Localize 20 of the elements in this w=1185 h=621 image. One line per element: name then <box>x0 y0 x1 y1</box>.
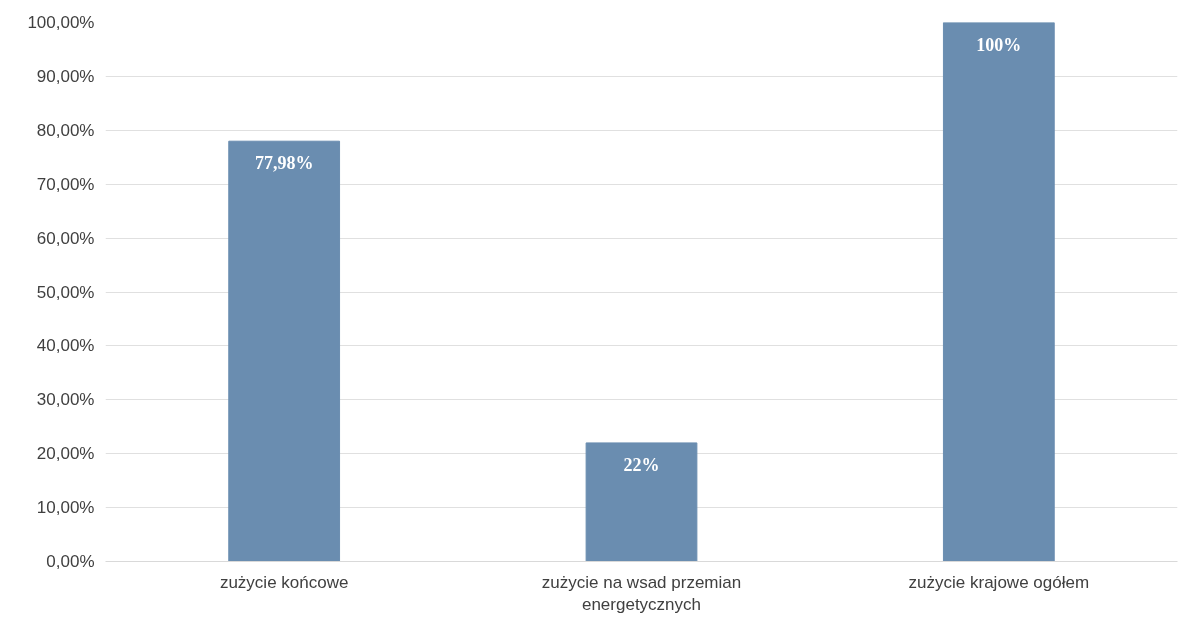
y-tick-label: 90,00% <box>36 66 95 86</box>
y-tick-label: 50,00% <box>36 282 95 302</box>
y-tick-label: 10,00% <box>36 498 95 518</box>
bar <box>228 140 341 562</box>
x-tick-label: zużycie na wsad przemian energetycznych <box>541 572 742 615</box>
y-tick-label: 40,00% <box>36 336 95 356</box>
data-label: 22% <box>623 454 660 475</box>
data-label: 100% <box>976 34 1022 55</box>
bar <box>942 22 1055 562</box>
x-tick-label: zużycie końcowe <box>219 572 349 592</box>
y-tick-label: 70,00% <box>36 174 95 194</box>
y-tick-label: 0,00% <box>46 552 95 571</box>
y-tick-label: 20,00% <box>36 444 95 464</box>
x-tick-label: zużycie krajowe ogółem <box>908 572 1090 592</box>
data-label: 77,98% <box>254 153 314 174</box>
bar <box>585 442 698 562</box>
y-tick-label: 30,00% <box>36 390 95 410</box>
y-tick-label: 60,00% <box>36 228 95 248</box>
y-tick-label: 100,00% <box>27 13 95 32</box>
y-tick-label: 80,00% <box>36 120 95 140</box>
